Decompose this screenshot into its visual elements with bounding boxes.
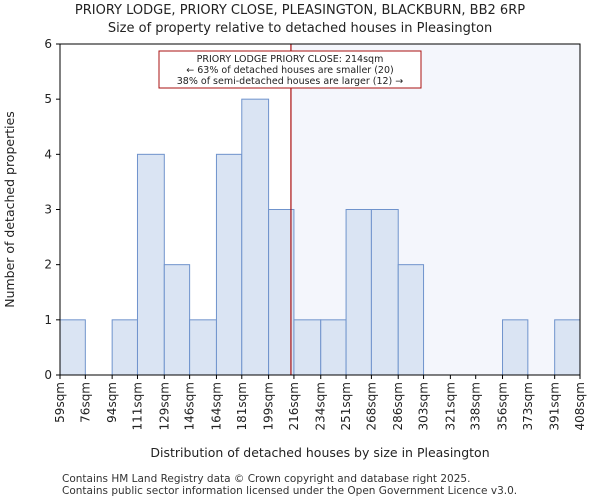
y-tick-label: 4 [44, 147, 52, 161]
annotation-line: PRIORY LODGE PRIORY CLOSE: 214sqm [197, 54, 384, 65]
annotation-line: ← 63% of detached houses are smaller (20… [186, 65, 393, 76]
x-axis-label: Distribution of detached houses by size … [150, 445, 489, 460]
y-tick-label: 1 [44, 313, 52, 327]
x-tick-label: 181sqm [235, 382, 249, 430]
y-tick-label: 5 [44, 92, 52, 106]
histogram-bar [554, 319, 581, 376]
x-tick-label: 234sqm [314, 382, 328, 430]
histogram-bar [293, 319, 322, 376]
histogram-bar [111, 319, 138, 376]
histogram-bar [397, 264, 425, 376]
x-tick-label: 216sqm [287, 382, 301, 430]
y-axis-label: Number of detached properties [2, 111, 17, 308]
x-tick-label: 146sqm [183, 382, 197, 430]
x-tick-label: 321sqm [443, 382, 457, 430]
x-tick-label: 356sqm [496, 382, 510, 430]
annotation-box [158, 50, 422, 89]
y-tick-label: 0 [44, 368, 52, 382]
histogram-bar [370, 209, 399, 376]
histogram-bar [345, 209, 372, 376]
annotation-line: 38% of semi-detached houses are larger (… [177, 76, 404, 87]
histogram-bar [136, 153, 165, 376]
histogram-bar [320, 319, 347, 376]
x-tick-label: 129sqm [157, 382, 171, 430]
x-tick-label: 286sqm [391, 382, 405, 430]
histogram-bar [268, 209, 295, 376]
chart-title: PRIORY LODGE, PRIORY CLOSE, PLEASINGTON,… [74, 3, 526, 18]
x-tick-label: 164sqm [209, 382, 223, 430]
x-tick-label: 303sqm [417, 382, 431, 430]
histogram-bar [59, 319, 86, 376]
x-tick-label: 199sqm [262, 382, 276, 430]
x-tick-label: 94sqm [105, 382, 119, 423]
x-tick-label: 338sqm [469, 382, 483, 430]
x-tick-label: 76sqm [78, 382, 92, 423]
histogram-bar [163, 264, 191, 376]
x-tick-label: 251sqm [339, 382, 353, 430]
x-tick-label: 373sqm [521, 382, 535, 430]
histogram-bar [215, 153, 243, 376]
x-tick-label: 408sqm [573, 382, 587, 430]
x-tick-label: 111sqm [130, 382, 144, 430]
histogram-bar [502, 319, 529, 376]
y-tick-label: 6 [44, 37, 52, 51]
footer-licence: Contains public sector information licen… [62, 485, 518, 497]
footer-copyright: Contains HM Land Registry data © Crown c… [62, 473, 471, 485]
x-tick-label: 268sqm [364, 382, 378, 430]
chart-subtitle: Size of property relative to detached ho… [107, 21, 493, 36]
histogram-bar [189, 319, 217, 376]
histogram-bar [241, 98, 270, 376]
x-tick-label: 59sqm [53, 382, 67, 423]
y-tick-label: 3 [44, 203, 52, 217]
y-tick-label: 2 [44, 258, 52, 272]
x-tick-label: 391sqm [548, 382, 562, 430]
